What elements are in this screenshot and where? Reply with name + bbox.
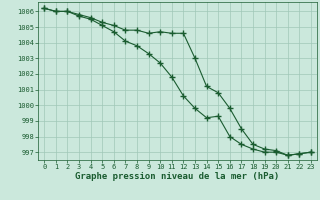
X-axis label: Graphe pression niveau de la mer (hPa): Graphe pression niveau de la mer (hPa) [76,172,280,181]
